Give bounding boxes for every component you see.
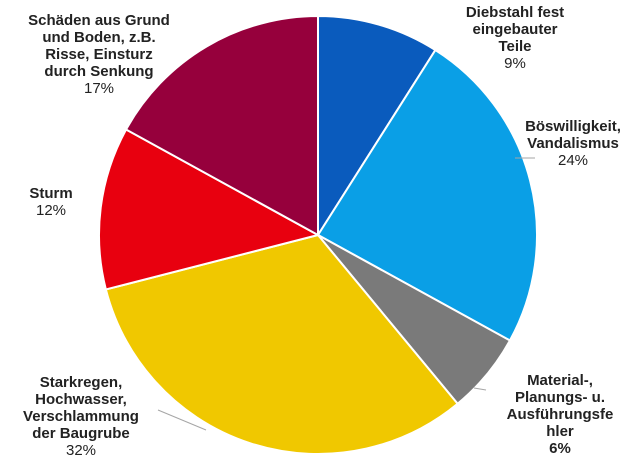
pie-slice-vandalismus xyxy=(316,48,538,342)
slice-label-sturm: Sturm 12% xyxy=(29,185,73,219)
pie-slice-diebstahl xyxy=(317,14,437,239)
leader-line-material xyxy=(473,387,487,391)
pie-slice-starkregen xyxy=(104,233,460,455)
slice-label-grund-boden: Schäden aus Grund und Boden, z.B. Risse,… xyxy=(28,12,170,97)
slice-label-starkregen: Starkregen, Hochwasser, Verschlammung de… xyxy=(23,374,139,459)
slice-label-vandalismus: Böswilligkeit, Vandalismus 24% xyxy=(525,118,621,169)
pie-slice-grund-boden xyxy=(124,14,319,237)
slice-label-diebstahl: Diebstahl fest eingebauter Teile 9% xyxy=(465,4,565,72)
leader-line-starkregen xyxy=(157,409,207,431)
slice-label-material: Material-, Planungs- u. Ausführungsfe hl… xyxy=(506,372,614,457)
pie-slice-sturm xyxy=(98,128,321,291)
